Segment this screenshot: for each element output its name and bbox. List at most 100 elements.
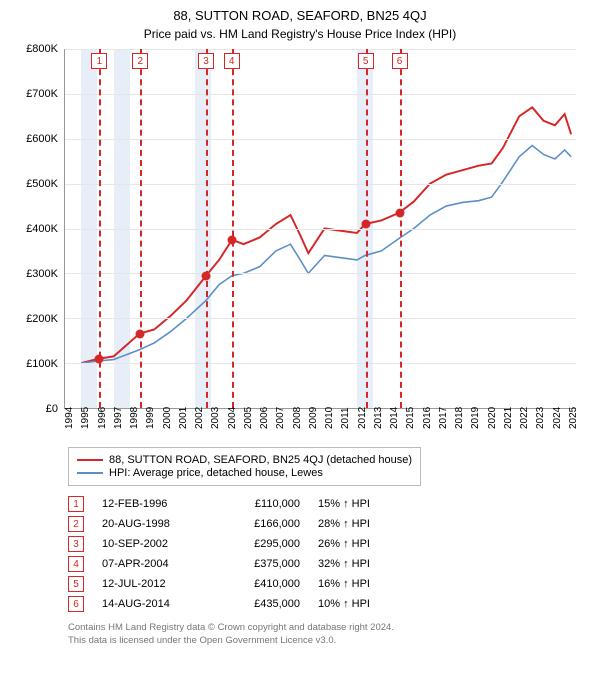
legend-swatch — [77, 472, 103, 474]
event-row-diff: 32% ↑ HPI — [318, 558, 408, 570]
event-row-date: 20-AUG-1998 — [102, 518, 202, 530]
footer-line1: Contains HM Land Registry data © Crown c… — [68, 622, 586, 635]
chart-subtitle: Price paid vs. HM Land Registry's House … — [14, 27, 586, 41]
x-tick-label: 2009 — [308, 407, 319, 429]
series-hpi — [81, 145, 571, 363]
event-row-diff: 10% ↑ HPI — [318, 598, 408, 610]
event-row-price: £410,000 — [220, 578, 300, 590]
x-tick-label: 2019 — [470, 407, 481, 429]
event-row-number: 6 — [68, 596, 84, 612]
x-tick-label: 2015 — [405, 407, 416, 429]
footer: Contains HM Land Registry data © Crown c… — [68, 622, 586, 648]
x-tick-label: 1994 — [64, 407, 75, 429]
event-row-date: 10-SEP-2002 — [102, 538, 202, 550]
y-tick-label: £400K — [26, 223, 58, 235]
x-tick-label: 2004 — [227, 407, 238, 429]
event-row-number: 5 — [68, 576, 84, 592]
event-line — [140, 49, 142, 408]
x-tick-label: 2023 — [535, 407, 546, 429]
x-tick-label: 2022 — [519, 407, 530, 429]
event-number-box: 5 — [358, 53, 374, 69]
event-row-price: £110,000 — [220, 498, 300, 510]
x-tick-label: 2002 — [194, 407, 205, 429]
event-number-box: 3 — [198, 53, 214, 69]
legend-label: HPI: Average price, detached house, Lewe… — [109, 467, 323, 479]
x-tick-label: 2014 — [389, 407, 400, 429]
x-tick-label: 2017 — [438, 407, 449, 429]
event-line — [206, 49, 208, 408]
x-tick-label: 2025 — [568, 407, 579, 429]
event-row-date: 12-JUL-2012 — [102, 578, 202, 590]
event-line — [400, 49, 402, 408]
chart-area: £0£100K£200K£300K£400K£500K£600K£700K£80… — [64, 49, 576, 439]
series-subject — [81, 107, 571, 363]
x-tick-label: 2018 — [454, 407, 465, 429]
y-axis-labels: £0£100K£200K£300K£400K£500K£600K£700K£80… — [14, 49, 60, 409]
y-tick-label: £0 — [46, 403, 58, 415]
x-tick-label: 2008 — [292, 407, 303, 429]
event-row: 4 07-APR-2004 £375,000 32% ↑ HPI — [68, 556, 586, 572]
y-tick-label: £500K — [26, 178, 58, 190]
x-tick-label: 1997 — [113, 407, 124, 429]
event-row-diff: 28% ↑ HPI — [318, 518, 408, 530]
x-tick-label: 2005 — [243, 407, 254, 429]
event-number-box: 6 — [392, 53, 408, 69]
event-row-date: 14-AUG-2014 — [102, 598, 202, 610]
event-row-diff: 15% ↑ HPI — [318, 498, 408, 510]
legend-row: HPI: Average price, detached house, Lewe… — [77, 467, 412, 479]
x-tick-label: 1996 — [97, 407, 108, 429]
event-row-price: £435,000 — [220, 598, 300, 610]
event-row-price: £166,000 — [220, 518, 300, 530]
x-tick-label: 2013 — [373, 407, 384, 429]
event-row: 1 12-FEB-1996 £110,000 15% ↑ HPI — [68, 496, 586, 512]
legend-label: 88, SUTTON ROAD, SEAFORD, BN25 4QJ (deta… — [109, 454, 412, 466]
x-tick-label: 2020 — [487, 407, 498, 429]
x-tick-label: 2006 — [259, 407, 270, 429]
event-marker — [361, 220, 370, 229]
event-marker — [227, 235, 236, 244]
event-row: 6 14-AUG-2014 £435,000 10% ↑ HPI — [68, 596, 586, 612]
x-tick-label: 1995 — [80, 407, 91, 429]
event-row-number: 3 — [68, 536, 84, 552]
event-marker — [201, 271, 210, 280]
x-tick-label: 2001 — [178, 407, 189, 429]
y-tick-label: £300K — [26, 268, 58, 280]
page-container: 88, SUTTON ROAD, SEAFORD, BN25 4QJ Price… — [0, 0, 600, 680]
plot-region: 1 2 34 5 6 — [64, 49, 576, 409]
event-row-diff: 26% ↑ HPI — [318, 538, 408, 550]
event-row-number: 4 — [68, 556, 84, 572]
event-row-price: £295,000 — [220, 538, 300, 550]
y-tick-label: £700K — [26, 88, 58, 100]
x-tick-label: 1999 — [145, 407, 156, 429]
event-row-date: 12-FEB-1996 — [102, 498, 202, 510]
event-row-price: £375,000 — [220, 558, 300, 570]
event-row: 5 12-JUL-2012 £410,000 16% ↑ HPI — [68, 576, 586, 592]
x-tick-label: 2024 — [552, 407, 563, 429]
event-line — [232, 49, 234, 408]
x-axis-labels: 1994 1995 1996 1997 1998 1999 2000 2001 2002 2003… — [64, 409, 576, 439]
legend: 88, SUTTON ROAD, SEAFORD, BN25 4QJ (deta… — [68, 447, 421, 486]
events-table: 1 12-FEB-1996 £110,000 15% ↑ HPI 2 20-AUG-199… — [68, 496, 586, 612]
chart-title: 88, SUTTON ROAD, SEAFORD, BN25 4QJ — [14, 8, 586, 23]
event-row-date: 07-APR-2004 — [102, 558, 202, 570]
x-tick-label: 2010 — [324, 407, 335, 429]
legend-swatch — [77, 459, 103, 461]
event-marker — [95, 354, 104, 363]
event-marker — [395, 208, 404, 217]
event-row-number: 1 — [68, 496, 84, 512]
event-row-diff: 16% ↑ HPI — [318, 578, 408, 590]
x-tick-label: 2003 — [210, 407, 221, 429]
x-tick-label: 1998 — [129, 407, 140, 429]
y-tick-label: £600K — [26, 133, 58, 145]
y-tick-label: £800K — [26, 43, 58, 55]
footer-line2: This data is licensed under the Open Gov… — [68, 635, 586, 648]
event-row: 2 20-AUG-1998 £166,000 28% ↑ HPI — [68, 516, 586, 532]
event-number-box: 2 — [132, 53, 148, 69]
event-number-box: 1 — [91, 53, 107, 69]
event-number-box: 4 — [224, 53, 240, 69]
y-tick-label: £100K — [26, 358, 58, 370]
y-tick-label: £200K — [26, 313, 58, 325]
x-tick-label: 2000 — [162, 407, 173, 429]
event-row-number: 2 — [68, 516, 84, 532]
x-tick-label: 2016 — [422, 407, 433, 429]
